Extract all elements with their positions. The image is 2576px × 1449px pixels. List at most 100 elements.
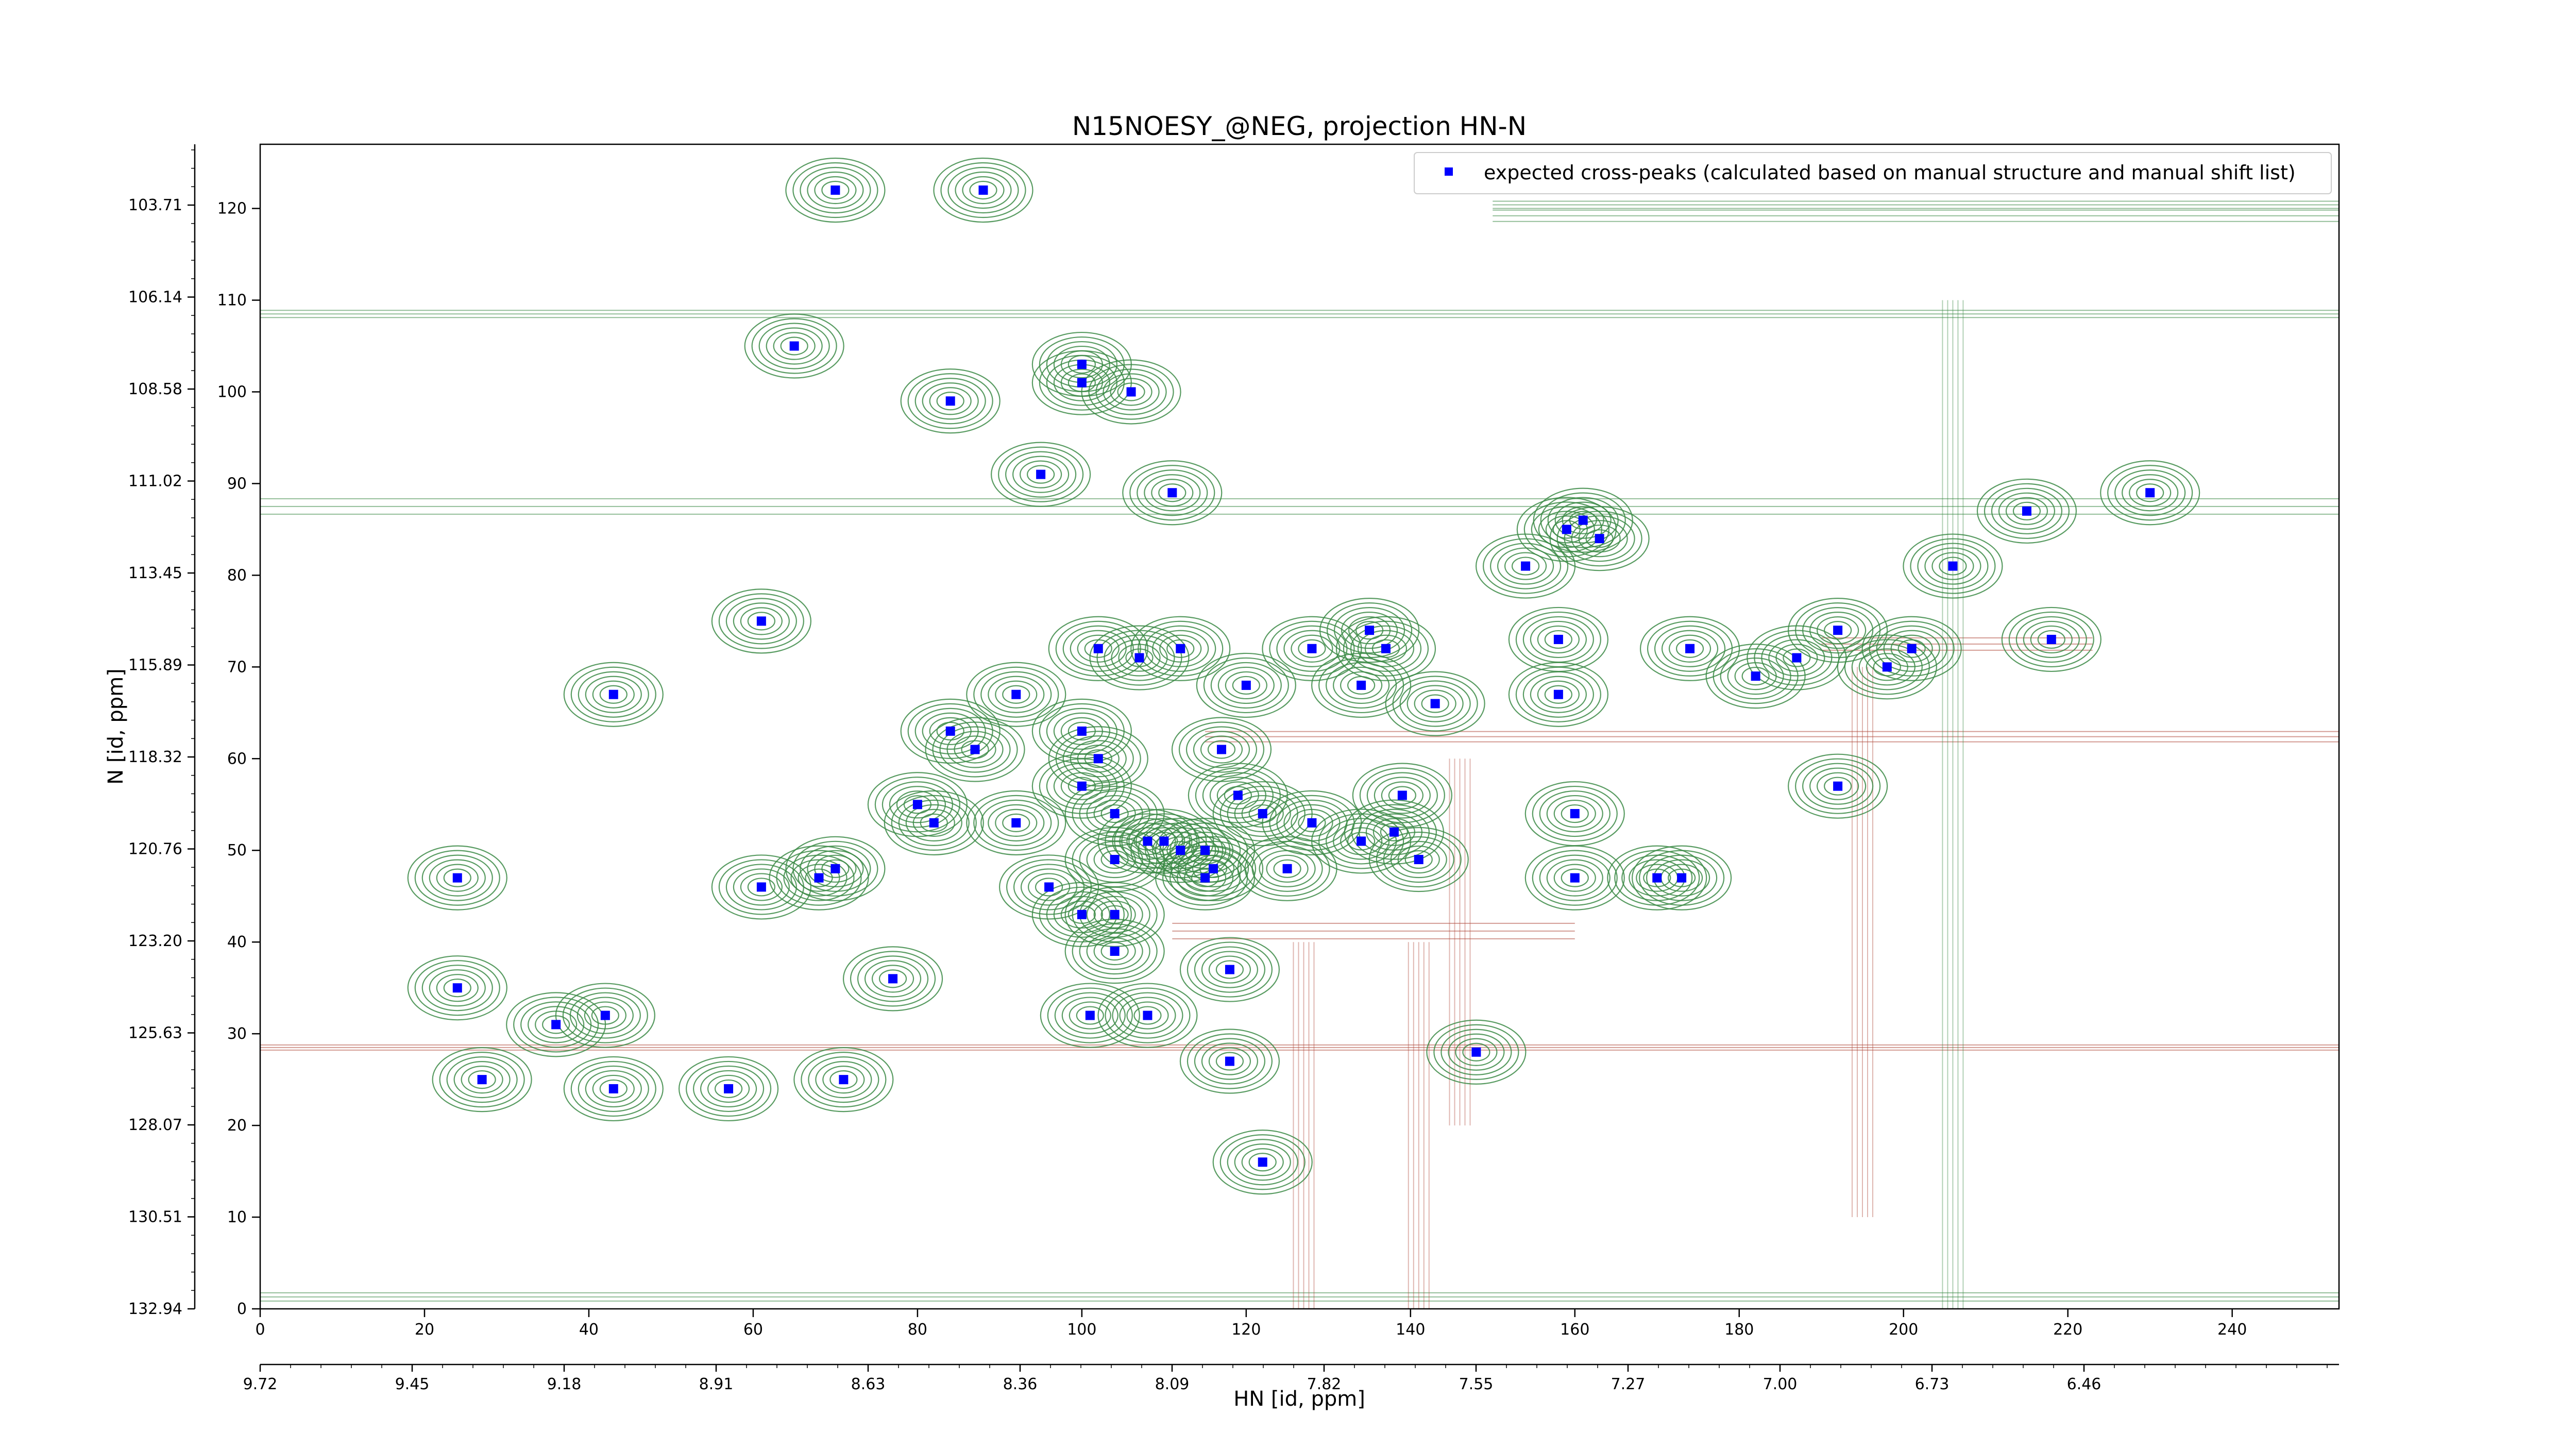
positive-contour <box>807 850 864 887</box>
positive-contour <box>1508 662 1608 727</box>
x-ppm-tick-label: 7.82 <box>1307 1375 1342 1393</box>
positive-contour <box>443 979 471 998</box>
positive-contour <box>2012 501 2041 520</box>
positive-contour <box>1248 1153 1277 1172</box>
expected-peak-marker <box>1677 873 1687 883</box>
positive-contour <box>1112 992 1183 1039</box>
positive-contour <box>562 987 648 1043</box>
positive-contour <box>1088 364 1174 420</box>
positive-contour <box>1607 845 1707 911</box>
positive-contour <box>1734 662 1777 690</box>
positive-contour <box>2001 606 2102 672</box>
positive-contour <box>528 1006 585 1043</box>
expected-peak-marker <box>1578 515 1588 525</box>
positive-contour <box>1054 992 1126 1039</box>
positive-contour <box>1159 634 1202 663</box>
positive-contour <box>1266 854 1309 883</box>
expected-peak-marker <box>1077 360 1087 369</box>
expected-peak-marker <box>814 873 824 883</box>
y-index-tick-label: 90 <box>227 475 247 493</box>
positive-contour <box>1122 460 1223 526</box>
positive-contour <box>1931 552 1974 580</box>
positive-contour <box>1119 997 1176 1034</box>
positive-contour <box>2015 616 2087 663</box>
positive-contour <box>936 392 964 411</box>
positive-contour <box>1482 538 1569 594</box>
x-ppm-tick-label: 8.36 <box>1003 1375 1038 1393</box>
positive-contour <box>1924 547 1981 585</box>
expected-peak-marker <box>1077 909 1087 919</box>
positive-contour <box>2030 625 2073 654</box>
positive-contour <box>1546 795 1603 833</box>
positive-contour <box>1897 639 1926 658</box>
positive-contour <box>1039 355 1125 411</box>
positive-contour <box>1720 653 1791 700</box>
y-ppm-tick-label: 130.51 <box>128 1208 182 1226</box>
positive-contour <box>1053 896 1110 933</box>
positive-contour <box>1817 772 1859 800</box>
positive-contour <box>1376 831 1462 888</box>
positive-contour <box>998 854 1099 920</box>
expected-peak-marker <box>1357 836 1366 846</box>
expected-peak-marker <box>1200 846 1210 855</box>
positive-contour <box>785 157 886 223</box>
positive-contour <box>1462 1042 1490 1062</box>
positive-contour <box>1067 777 1096 796</box>
positive-contour <box>1208 955 1251 984</box>
positive-contour <box>900 698 1001 764</box>
positive-contour <box>1448 1033 1505 1071</box>
x-index-tick-label: 60 <box>743 1321 763 1339</box>
positive-contour <box>1883 630 1940 667</box>
positive-contour <box>769 845 869 911</box>
expected-peak-marker <box>1357 680 1366 690</box>
positive-contour <box>962 176 1005 205</box>
positive-contour <box>1070 630 1127 667</box>
x-index-tick-label: 80 <box>908 1321 927 1339</box>
expected-peak-marker <box>1085 1010 1095 1020</box>
positive-contour <box>707 1074 750 1103</box>
expected-peak-marker <box>1233 790 1243 800</box>
positive-contour <box>432 1047 532 1113</box>
positive-contour <box>1340 671 1383 700</box>
x-index-tick-label: 160 <box>1560 1321 1589 1339</box>
positive-contour <box>1783 648 1811 667</box>
positive-contour <box>1234 1143 1291 1181</box>
positive-contour <box>1089 625 1190 690</box>
positive-contour <box>798 864 840 892</box>
positive-contour <box>929 387 972 415</box>
positive-contour <box>995 680 1038 709</box>
positive-contour <box>1179 937 1280 1002</box>
y-axis-label: N [id, ppm] <box>104 668 128 785</box>
positive-contour <box>1374 777 1431 814</box>
expected-peak-marker <box>929 818 939 828</box>
expected-peak-marker <box>2046 634 2056 644</box>
positive-contour <box>1351 804 1437 860</box>
positive-contour <box>878 969 907 988</box>
expected-peak-marker <box>1595 534 1604 544</box>
positive-contour <box>1210 662 1282 709</box>
positive-contour <box>1511 557 1540 576</box>
positive-contour <box>1380 822 1409 841</box>
positive-contour <box>1201 951 1259 988</box>
positive-contour <box>1404 850 1433 869</box>
positive-contour <box>1381 781 1423 810</box>
positive-contour <box>1910 538 1996 594</box>
positive-contour <box>988 804 1045 841</box>
positive-contour <box>1532 850 1618 906</box>
legend-marker <box>1445 167 1453 176</box>
x-axis-label: HN [id, ppm] <box>1233 1387 1365 1411</box>
positive-contour <box>1086 932 1143 970</box>
y-ppm-tick-label: 106.14 <box>128 289 182 307</box>
positive-contour <box>900 368 1001 434</box>
positive-contour <box>1554 501 1612 539</box>
chart-title: N15NOESY_@NEG, projection HN-N <box>1072 111 1527 141</box>
positive-contour <box>1984 483 2070 539</box>
positive-contour <box>1100 905 1129 924</box>
positive-contour <box>1251 845 1323 892</box>
positive-contour <box>1095 368 1167 415</box>
positive-contour <box>1048 726 1148 791</box>
x-index-tick-label: 200 <box>1889 1321 1918 1339</box>
positive-contour <box>1406 685 1464 722</box>
expected-peak-marker <box>1077 726 1087 736</box>
positive-contour <box>1105 987 1191 1043</box>
